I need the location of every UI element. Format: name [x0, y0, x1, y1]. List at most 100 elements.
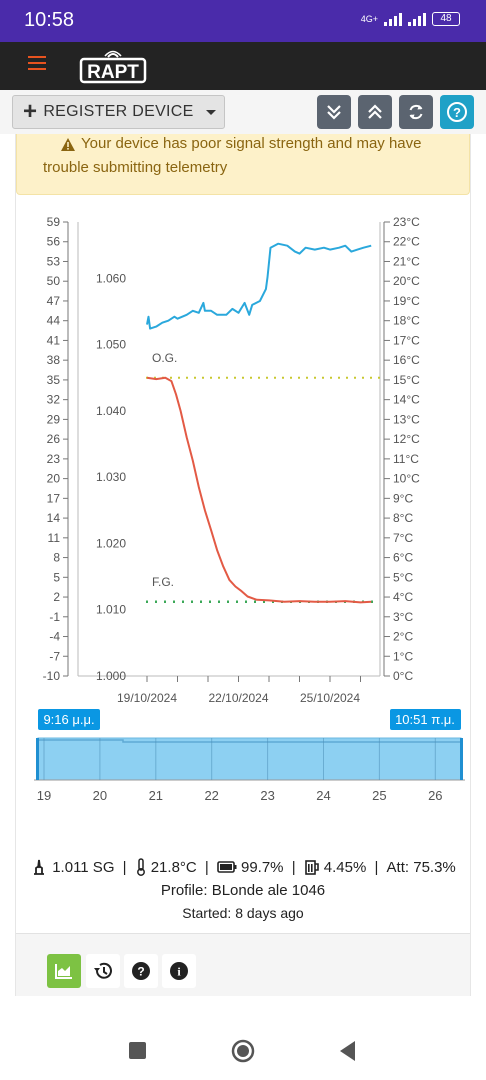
app-bar: RAPT: [0, 42, 486, 90]
signal-icon-2: [408, 12, 426, 26]
navigator-day-label: 20: [93, 788, 107, 803]
gravity-value: 1.011 SG: [52, 858, 115, 876]
chart-navigator[interactable]: 19 20 21 22 23 24 25 26 9:16 μ.μ. 10:51 π.μ.: [0, 700, 486, 810]
device-stats: 1.011 SG | 21.8°C | 99.7% | 4.45% | Att:…: [16, 858, 470, 921]
beer-mug-icon: [304, 860, 319, 875]
temperature-series-line: [146, 242, 372, 330]
left-axis-tick-label: -4: [49, 630, 60, 644]
left-axis-tick-label: 17: [47, 491, 61, 505]
navigator-end-badge: 10:51 π.μ.: [390, 709, 461, 730]
chevrons-down-icon: [327, 105, 341, 120]
recents-button[interactable]: [129, 1042, 146, 1059]
area-chart-icon: [55, 964, 72, 979]
chart-view-button[interactable]: [47, 954, 81, 988]
info-button[interactable]: i: [162, 954, 196, 988]
register-device-label: REGISTER DEVICE: [43, 103, 194, 120]
signal-icon: [384, 12, 402, 26]
temp-axis-tick-label: 23°C: [393, 215, 420, 229]
collapse-all-button[interactable]: [317, 95, 351, 129]
profile-name: Profile: BLonde ale 1046: [160, 882, 326, 899]
x-axis-tick-label: 19/10/2024: [117, 691, 177, 705]
card-footer: ? i: [16, 933, 470, 996]
navigator-left-handle[interactable]: [36, 738, 39, 780]
temp-axis-tick-label: 7°C: [393, 531, 413, 545]
abv-value: 4.45%: [323, 858, 367, 876]
home-button[interactable]: [230, 1038, 256, 1064]
temp-axis-tick-label: 13°C: [393, 412, 420, 426]
left-axis-tick-label: 26: [47, 432, 61, 446]
navigator-day-label: 25: [372, 788, 386, 803]
temp-axis-tick-label: 18°C: [393, 314, 420, 328]
question-circle-icon: ?: [132, 962, 150, 980]
help-circle-button[interactable]: ?: [124, 954, 158, 988]
temp-axis-tick-label: 19°C: [393, 294, 420, 308]
left-axis-tick-label: 29: [47, 412, 61, 426]
gravity-axis-tick-label: 1.020: [96, 536, 126, 550]
left-axis-tick-label: 56: [47, 235, 61, 249]
temp-axis-tick-label: 6°C: [393, 551, 413, 565]
left-axis-tick-label: 59: [47, 215, 61, 229]
navigator-range-area[interactable]: [37, 737, 462, 781]
battery-value: 99.7%: [240, 858, 284, 876]
system-nav-bar: [0, 1020, 486, 1080]
temp-axis-tick-label: 8°C: [393, 511, 413, 525]
separator: |: [200, 858, 213, 876]
separator: |: [287, 858, 300, 876]
toolbar: + REGISTER DEVICE ?: [0, 90, 486, 134]
left-axis-tick-label: 11: [48, 531, 61, 545]
refresh-button[interactable]: [399, 95, 433, 129]
temp-axis-tick-label: 22°C: [393, 235, 420, 249]
navigator-right-handle[interactable]: [460, 738, 463, 780]
started-time: Started: 8 days ago: [182, 905, 304, 921]
left-axis-tick-label: 23: [47, 452, 61, 466]
navigator-day-label: 26: [428, 788, 442, 803]
fg-label: F.G.: [152, 575, 174, 589]
temp-axis-tick-label: 0°C: [393, 669, 413, 683]
left-axis-tick-label: 47: [47, 294, 61, 308]
gravity-axis-tick-label: 1.030: [96, 470, 126, 484]
left-axis-tick-label: 20: [47, 472, 61, 486]
left-axis-tick-label: 8: [53, 551, 60, 565]
gravity-axis-tick-label: 1.050: [96, 338, 126, 352]
battery-level-icon: [217, 861, 237, 873]
left-axis-tick-label: 14: [47, 511, 61, 525]
temp-axis-tick-label: 10°C: [393, 472, 420, 486]
left-axis-tick-label: 2: [53, 590, 60, 604]
temp-axis-tick-label: 12°C: [393, 432, 420, 446]
temp-axis-tick-label: 17°C: [393, 333, 420, 347]
svg-text:?: ?: [137, 965, 144, 979]
back-button[interactable]: [338, 1040, 358, 1062]
help-button[interactable]: ?: [440, 95, 474, 129]
left-axis-tick-label: 35: [47, 373, 61, 387]
telemetry-chart: 59 56 53 50 47 44 41 38 35 32 29 26 23 20 17 14 11 8 5 2 -1 -…: [0, 200, 486, 720]
gravity-axis-tick-label: 1.060: [96, 271, 126, 285]
svg-text:RAPT: RAPT: [87, 62, 139, 83]
navigator-svg[interactable]: 19 20 21 22 23 24 25 26 9:16 μ.μ. 10:51 π.μ.: [0, 700, 486, 810]
expand-all-button[interactable]: [358, 95, 392, 129]
gravity-axis-tick-label: 1.040: [96, 404, 126, 418]
navigator-end-badge-bg: [390, 709, 461, 730]
navigator-day-label: 22: [204, 788, 218, 803]
navigator-day-label: 23: [260, 788, 274, 803]
left-axis-tick-label: 32: [47, 393, 61, 407]
left-axis-tick-label: 5: [53, 570, 60, 584]
navigator-series-line: [38, 739, 461, 743]
temp-axis-tick-label: 1°C: [393, 649, 413, 663]
left-axis-tick-label: 38: [47, 353, 61, 367]
navigator-start-label: 9:16 μ.μ.: [43, 712, 94, 727]
temp-axis-tick-label: 11°C: [393, 452, 419, 466]
left-axis-tick-label: 53: [47, 254, 61, 268]
separator: |: [370, 858, 383, 876]
menu-icon[interactable]: [28, 56, 46, 74]
temp-axis-tick-label: 20°C: [393, 274, 420, 288]
thermometer-icon: [136, 858, 145, 876]
stats-row: 1.011 SG | 21.8°C | 99.7% | 4.45% | Att:…: [16, 858, 470, 876]
gravity-axis-tick-label: 1.000: [96, 669, 126, 683]
battery-icon: 48: [432, 12, 460, 26]
plus-icon: +: [23, 98, 38, 125]
history-button[interactable]: [86, 954, 120, 988]
navigator-start-badge-bg: [38, 709, 100, 730]
navigator-day-label: 24: [316, 788, 330, 803]
register-device-button[interactable]: + REGISTER DEVICE: [12, 95, 225, 129]
temp-axis-tick-label: 16°C: [393, 353, 420, 367]
